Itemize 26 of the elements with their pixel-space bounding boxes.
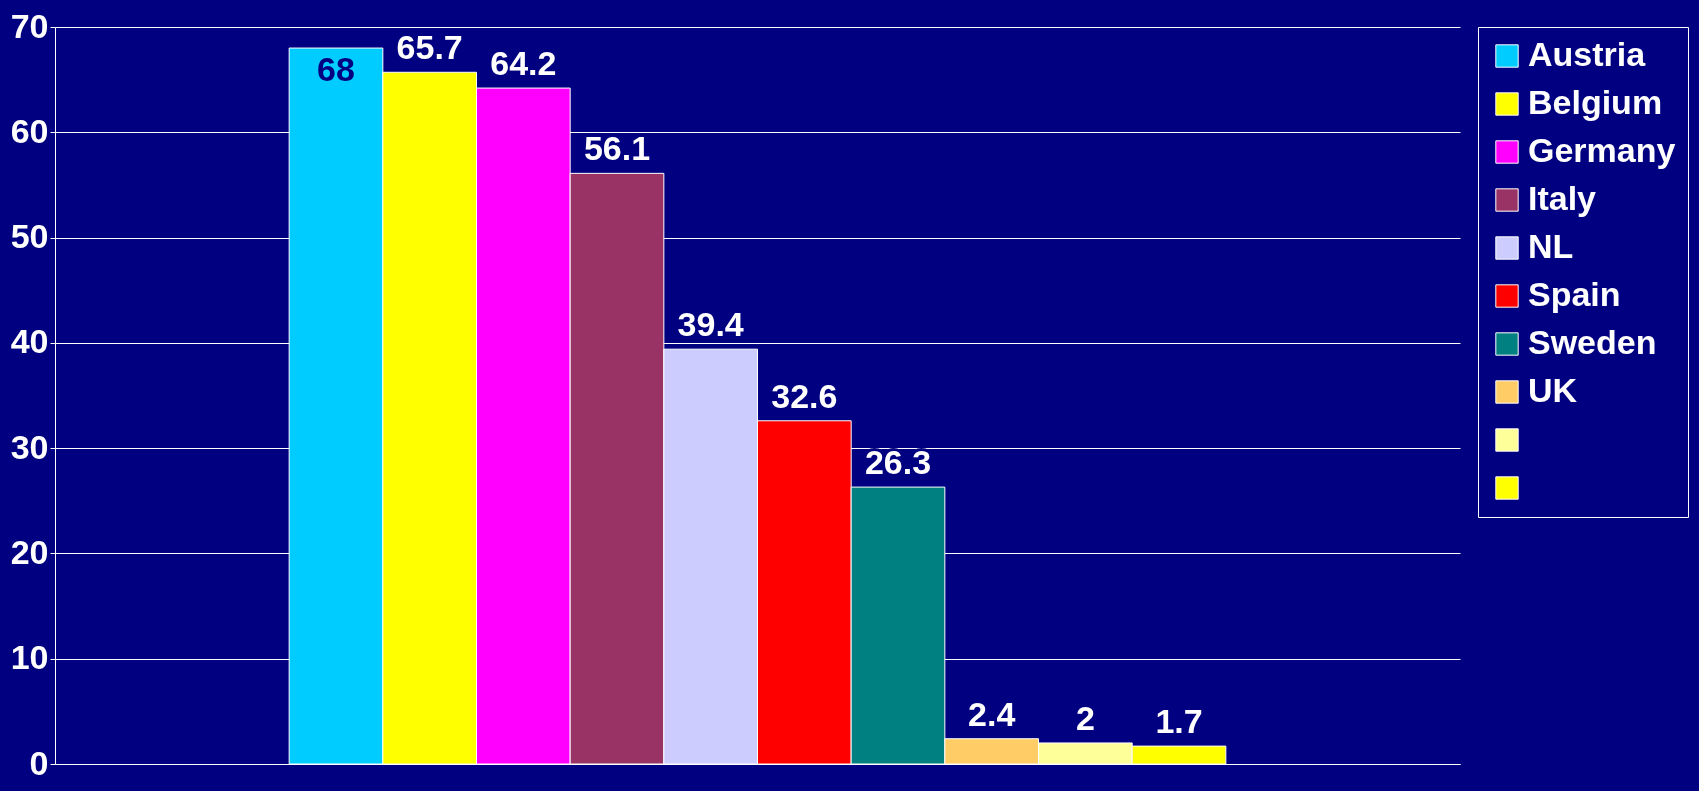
y-tick-label: 70 <box>10 6 49 45</box>
y-tick-label: 10 <box>10 638 49 677</box>
y-tick-label: 30 <box>10 427 49 466</box>
legend-label: UK <box>1528 371 1578 409</box>
legend-label: Germany <box>1528 131 1676 169</box>
data-label: 1.7 <box>1155 702 1203 741</box>
y-tick-label: 0 <box>29 743 49 782</box>
data-label: 65.7 <box>396 28 463 67</box>
y-tick-label: 50 <box>10 217 49 256</box>
legend-label: Belgium <box>1528 83 1663 121</box>
legend-label: Sweden <box>1528 323 1657 361</box>
y-tick-label: 40 <box>10 322 49 361</box>
data-label: 56.1 <box>583 129 651 168</box>
data-label: 68 <box>317 50 355 89</box>
data-label: 32.6 <box>771 376 838 415</box>
data-label: 64.2 <box>490 44 557 83</box>
data-label: 2 <box>1075 698 1095 737</box>
legend-label: Spain <box>1528 275 1621 313</box>
data-label: 2.4 <box>968 694 1016 733</box>
y-tick-label: 20 <box>10 532 49 571</box>
data-label: 26.3 <box>864 443 932 482</box>
legend-label: NL <box>1528 227 1574 265</box>
legend-label: Italy <box>1528 179 1597 217</box>
data-label: 39.4 <box>677 305 744 344</box>
legend-label: Austria <box>1528 35 1647 73</box>
y-tick-label: 60 <box>10 111 49 150</box>
